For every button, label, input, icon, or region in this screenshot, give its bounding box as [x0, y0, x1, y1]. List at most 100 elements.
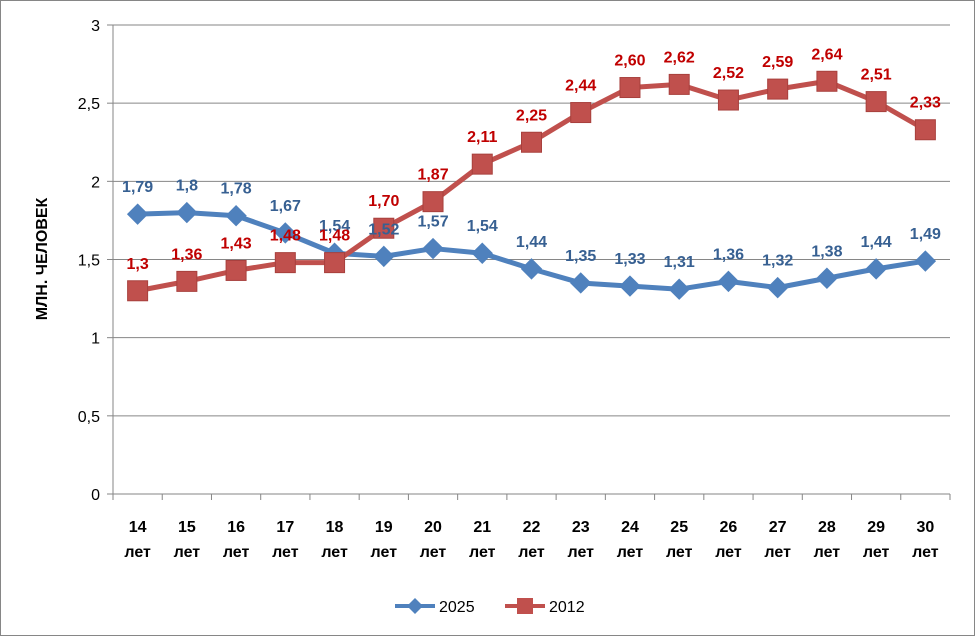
x-tick-label-line: лет: [912, 544, 939, 561]
data-label-2025: 1,67: [270, 198, 301, 215]
legend-marker-2025: [407, 598, 423, 614]
y-tick-label: 0,5: [78, 409, 100, 426]
y-tick-label: 2: [91, 174, 100, 191]
x-tick-label: 21 лет: [469, 519, 496, 561]
data-label-2025: 1,38: [811, 243, 842, 260]
data-label-2012: 1,48: [319, 228, 350, 245]
point-2012: [521, 131, 542, 153]
x-tick-label-line: лет: [469, 544, 496, 561]
data-label-2012: 2,60: [614, 53, 645, 70]
gridlines: [113, 24, 950, 417]
point-2012: [324, 252, 346, 274]
legend-label-2012: 2012: [549, 599, 585, 616]
y-tick-label: 1,5: [78, 253, 100, 270]
point-2025: [717, 270, 740, 293]
x-tick-label-line: 25: [670, 519, 688, 536]
data-label-2012: 1,3: [126, 256, 148, 273]
x-tick-label-line: 24: [621, 519, 639, 536]
x-tick-label-line: лет: [371, 544, 398, 561]
data-label-2012: 2,59: [762, 54, 793, 71]
data-label-2025: 1,57: [417, 214, 448, 231]
data-label-2025: 1,44: [516, 234, 547, 251]
point-2025: [274, 222, 297, 244]
data-label-2012: 2,51: [861, 67, 892, 84]
y-tick-label: 1: [91, 331, 100, 348]
point-2012: [717, 89, 739, 111]
x-tick-label-line: лет: [567, 544, 594, 561]
data-label-2012: 1,43: [221, 235, 252, 252]
y-tick-labels: 0 0,5 1 1,5 2 2,5 3: [78, 18, 100, 504]
x-tick-label-line: лет: [617, 544, 644, 561]
data-label-2025: 1,35: [565, 248, 596, 265]
x-tick-label-line: 17: [276, 519, 294, 536]
x-tick-label-line: 15: [178, 519, 196, 536]
point-2012: [373, 217, 395, 239]
x-tick-label: 28 лет: [814, 519, 841, 561]
y-tick-label: 2,5: [78, 96, 100, 113]
y-tick-label: 3: [91, 18, 100, 35]
point-2012: [127, 280, 149, 302]
point-2012: [865, 91, 887, 113]
data-label-2012: 2,11: [467, 129, 497, 146]
point-2025: [520, 258, 543, 280]
point-2025: [126, 203, 149, 225]
x-tick-label-line: 27: [769, 519, 787, 536]
x-tick-label: 16 лет: [223, 519, 250, 561]
data-label-2025: 1,36: [713, 246, 744, 263]
data-label-2012: 2,64: [811, 46, 842, 63]
x-tick-label-line: лет: [715, 544, 742, 561]
point-2012: [914, 119, 936, 141]
x-tick-label-line: 16: [227, 519, 245, 536]
x-tick-label-line: 19: [375, 519, 393, 536]
x-tick-labels: 14 лет 15 лет 16 лет 17 лет 18 лет 19 лет 20 лет 21 лет…: [124, 519, 938, 561]
x-tick-label: 18 лет: [321, 519, 348, 561]
x-tick-label-line: лет: [814, 544, 841, 561]
legend-marker-2012: [517, 598, 533, 614]
x-tick-label: 20 лет: [420, 519, 447, 561]
x-tick-label-line: 26: [720, 519, 738, 536]
legend: 2025 2012: [395, 598, 585, 616]
data-label-2025: 1,78: [221, 181, 252, 198]
point-2012: [225, 259, 247, 281]
x-tick-label: 29 лет: [863, 519, 890, 561]
point-2012: [274, 252, 296, 274]
point-2012: [619, 77, 641, 99]
x-tick-label: 24 лет: [617, 519, 644, 561]
x-tick-label-line: лет: [321, 544, 348, 561]
x-tick-label: 26 лет: [715, 519, 742, 561]
data-label-2025: 1,32: [762, 253, 793, 270]
data-label-2025: 1,49: [910, 226, 941, 243]
legend-label-2025: 2025: [439, 599, 475, 616]
point-2025: [619, 275, 641, 297]
point-2025: [816, 267, 838, 289]
point-2025: [865, 258, 887, 280]
series-group: [126, 70, 937, 302]
data-label-2025: 1,44: [861, 234, 892, 251]
y-axis-label: МЛН. ЧЕЛОВЕК: [34, 197, 51, 320]
data-label-2012: 1,48: [270, 228, 301, 245]
x-tick-label: 15 лет: [174, 519, 201, 561]
point-2012: [471, 153, 493, 175]
data-label-2025: 1,54: [467, 218, 498, 235]
data-label-2012: 2,25: [516, 107, 547, 124]
point-2012: [176, 270, 198, 292]
x-tick-label: 25 лет: [666, 519, 693, 561]
data-label-2025: 1,54: [319, 218, 350, 235]
x-tick-label-line: 18: [326, 519, 344, 536]
x-tick-label: 30 лет: [912, 519, 939, 561]
x-tick-label-line: лет: [223, 544, 250, 561]
data-label-2025: 1,79: [122, 179, 153, 196]
point-2025: [570, 272, 592, 294]
x-tick-label-line: лет: [863, 544, 890, 561]
point-2012: [570, 102, 592, 124]
point-2025: [766, 276, 789, 299]
x-tick-label: 14 лет: [124, 519, 151, 561]
x-tick-label-line: лет: [518, 544, 545, 561]
x-tick-label: 17 лет: [272, 519, 299, 561]
x-tick-label-line: лет: [174, 544, 201, 561]
x-tick-label-line: 23: [572, 519, 590, 536]
data-label-2025: 1,33: [614, 251, 645, 268]
point-2025: [176, 201, 198, 224]
